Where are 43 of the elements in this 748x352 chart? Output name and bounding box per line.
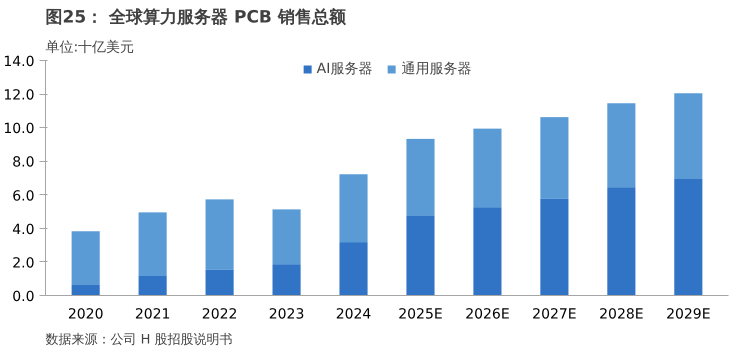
x-tick-label: 2024: [336, 306, 372, 322]
bar: [473, 128, 502, 208]
legend-label: 通用服务器: [401, 60, 472, 78]
bar: [674, 179, 702, 296]
bar: [540, 117, 568, 199]
y-tick-label: 10.0: [3, 121, 34, 138]
x-tick-label: 2029E: [666, 306, 711, 322]
bar: [72, 231, 100, 285]
bar: [406, 216, 435, 296]
bar: [339, 174, 368, 242]
x-tick-label: 2026E: [465, 306, 510, 322]
bar: [473, 207, 502, 296]
bar: [607, 103, 636, 188]
x-tick-label: 2027E: [532, 306, 577, 322]
y-tick-label: 2.0: [12, 255, 34, 272]
bar: [272, 264, 301, 296]
y-axis-title: 单位:十亿美元: [46, 40, 134, 56]
bar: [138, 212, 167, 276]
chart-title: 图25： 全球算力服务器 PCB 销售总额: [46, 8, 347, 28]
y-tick-label: 14.0: [3, 54, 34, 70]
x-tick-label: 2021: [134, 306, 170, 322]
bar: [206, 270, 234, 296]
bar: [540, 198, 568, 296]
bar: [339, 242, 368, 296]
bar: [206, 199, 234, 270]
bar: [607, 187, 636, 296]
legend-label: AI服务器: [316, 60, 372, 78]
bar: [272, 209, 301, 264]
bar: [138, 276, 167, 296]
x-tick-label: 2023: [268, 306, 304, 322]
x-tick-label: 2028E: [599, 306, 644, 322]
y-tick-label: 8.0: [12, 154, 34, 171]
y-tick-label: 4.0: [12, 222, 34, 238]
x-tick-label: 2025E: [398, 306, 443, 322]
bar: [72, 284, 100, 296]
bar: [406, 138, 435, 216]
x-tick-label: 2020: [68, 306, 104, 322]
source-note: 数据来源：公司 H 股招股说明书: [46, 332, 233, 348]
y-tick-label: 12.0: [3, 88, 34, 104]
y-tick-label: 6.0: [12, 188, 34, 204]
bar: [674, 93, 702, 180]
y-tick-label: 0.0: [12, 289, 34, 305]
x-tick-label: 2022: [202, 306, 238, 322]
